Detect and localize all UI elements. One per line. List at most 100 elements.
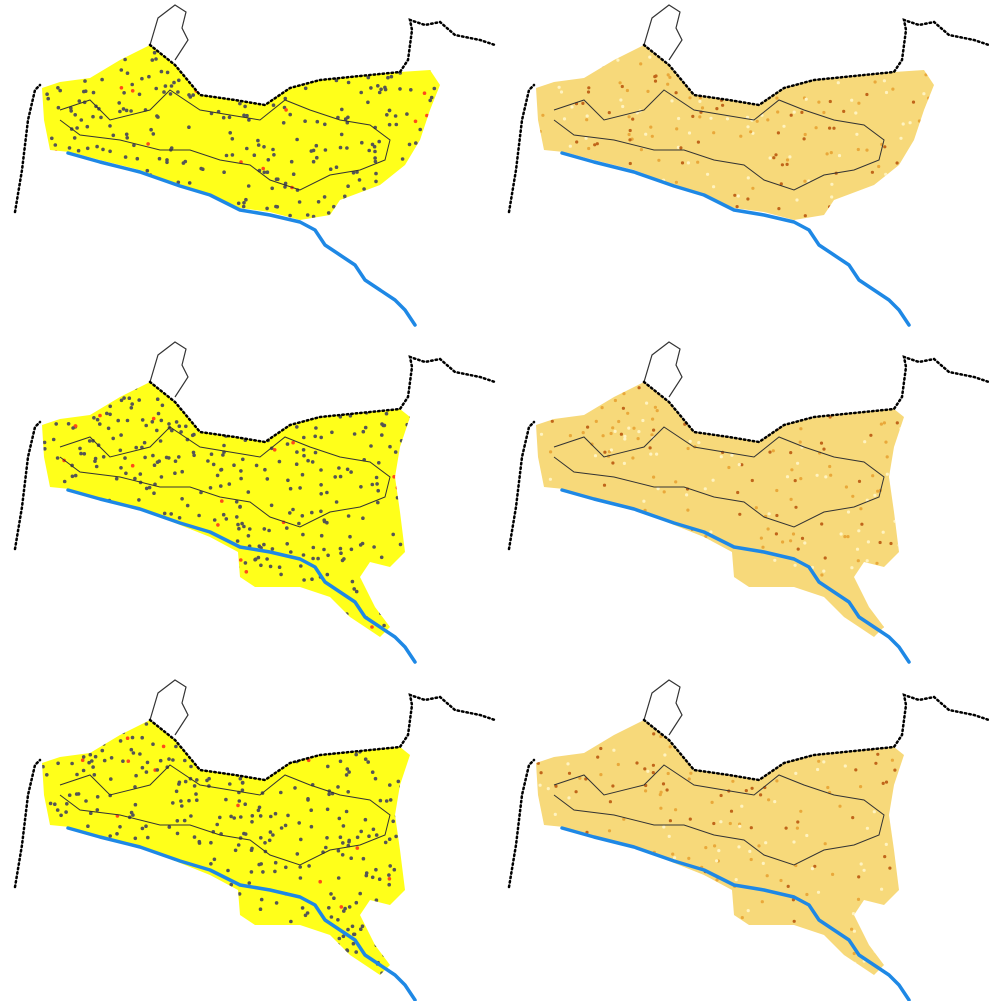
speckle bbox=[88, 752, 93, 757]
speckle bbox=[359, 927, 363, 931]
speckle bbox=[799, 427, 803, 431]
speckle bbox=[382, 623, 386, 628]
speckle bbox=[679, 146, 683, 150]
speckle bbox=[346, 790, 351, 794]
speckle bbox=[261, 166, 266, 171]
speckle bbox=[183, 779, 188, 784]
speckle bbox=[295, 450, 299, 454]
speckle bbox=[171, 758, 175, 762]
speckle bbox=[823, 556, 827, 560]
speckle bbox=[195, 798, 199, 802]
speckle bbox=[313, 434, 318, 439]
speckle bbox=[899, 136, 903, 140]
speckle bbox=[611, 461, 615, 465]
speckle bbox=[911, 100, 916, 104]
speckle bbox=[703, 487, 707, 491]
speckle bbox=[854, 111, 858, 115]
speckle bbox=[220, 499, 224, 503]
speckle bbox=[256, 555, 261, 560]
speckle bbox=[557, 85, 561, 89]
speckle bbox=[376, 500, 380, 505]
speckle bbox=[338, 835, 343, 839]
speckle bbox=[302, 435, 306, 440]
speckle bbox=[593, 143, 597, 147]
speckle bbox=[774, 153, 778, 157]
speckle bbox=[781, 540, 785, 544]
speckle bbox=[149, 127, 153, 132]
speckle bbox=[622, 817, 626, 821]
speckle bbox=[829, 473, 833, 477]
speckle bbox=[179, 799, 183, 803]
speckle bbox=[651, 763, 655, 767]
speckle bbox=[197, 513, 201, 518]
speckle bbox=[144, 824, 148, 828]
speckle bbox=[337, 936, 342, 941]
speckle bbox=[387, 877, 392, 881]
speckle bbox=[85, 124, 90, 129]
speckle bbox=[352, 932, 357, 937]
speckle bbox=[343, 194, 347, 199]
speckle bbox=[263, 841, 267, 845]
speckle bbox=[118, 825, 122, 829]
speckle bbox=[102, 758, 107, 763]
speckle bbox=[418, 127, 423, 132]
speckle bbox=[891, 87, 895, 91]
speckle bbox=[871, 474, 875, 478]
speckle bbox=[607, 111, 611, 115]
speckle bbox=[884, 780, 889, 784]
speckle bbox=[816, 890, 821, 894]
speckle bbox=[340, 853, 345, 857]
speckle bbox=[567, 771, 572, 775]
speckle bbox=[869, 433, 873, 437]
speckle bbox=[751, 186, 755, 190]
speckle bbox=[238, 505, 242, 509]
speckle bbox=[378, 798, 383, 803]
speckle bbox=[549, 450, 553, 454]
speckle bbox=[224, 517, 229, 521]
speckle bbox=[257, 544, 262, 548]
speckle bbox=[212, 857, 217, 862]
speckle bbox=[301, 448, 306, 452]
speckle bbox=[363, 425, 368, 430]
speckle bbox=[239, 469, 243, 473]
speckle bbox=[123, 155, 128, 159]
speckle bbox=[668, 75, 672, 79]
speckle bbox=[73, 473, 78, 478]
speckle bbox=[775, 488, 779, 493]
speckle bbox=[581, 101, 585, 105]
speckle bbox=[133, 802, 138, 807]
speckle bbox=[715, 107, 719, 111]
speckle bbox=[111, 436, 115, 441]
speckle bbox=[197, 839, 202, 844]
speckle bbox=[125, 71, 130, 75]
speckle bbox=[798, 440, 802, 444]
speckle bbox=[155, 768, 160, 772]
speckle bbox=[829, 151, 833, 155]
speckle bbox=[772, 156, 776, 160]
speckle bbox=[152, 491, 156, 495]
speckle bbox=[273, 860, 278, 865]
speckle bbox=[310, 510, 314, 515]
speckle bbox=[768, 156, 772, 160]
speckle bbox=[167, 825, 172, 829]
speckle bbox=[236, 201, 241, 206]
speckle bbox=[602, 483, 607, 487]
speckle bbox=[764, 841, 768, 845]
speckle bbox=[240, 780, 245, 785]
speckle bbox=[130, 463, 135, 468]
speckle bbox=[855, 132, 859, 136]
speckle bbox=[268, 564, 273, 569]
speckle bbox=[666, 73, 670, 77]
speckle bbox=[652, 475, 656, 479]
speckle bbox=[168, 92, 173, 96]
speckle bbox=[792, 840, 796, 844]
speckle bbox=[631, 456, 635, 460]
speckle bbox=[277, 459, 282, 464]
speckle bbox=[383, 840, 388, 845]
speckle bbox=[662, 825, 666, 829]
speckle bbox=[311, 214, 316, 219]
speckle bbox=[175, 819, 180, 823]
speckle bbox=[84, 799, 88, 803]
speckle bbox=[749, 130, 753, 134]
speckle bbox=[710, 800, 714, 804]
